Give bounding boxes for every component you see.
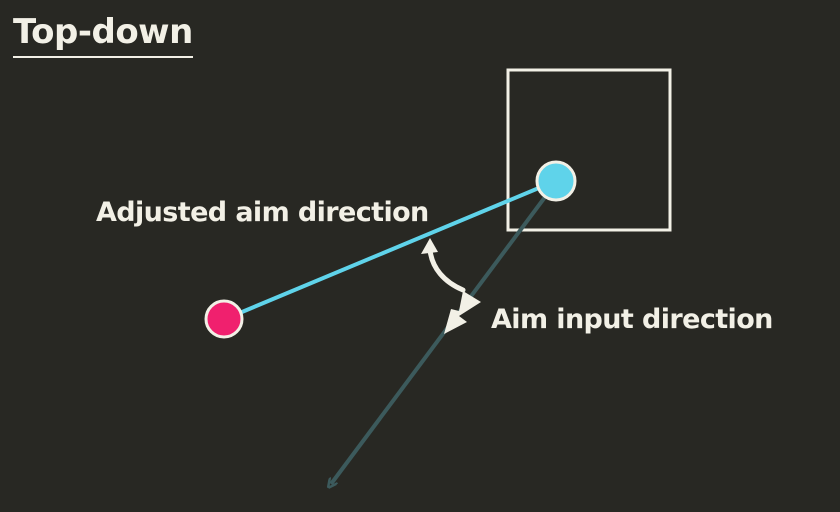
rotation-curve-arrow-icon [427,247,466,293]
aim-box [506,68,672,232]
rotation-arrow-head-icon [421,238,438,254]
adjusted-aim-line [230,183,547,317]
player-dot [535,160,577,202]
target-dot [204,299,244,339]
aim-input-arrow-icon [444,291,481,334]
aim-input-line [331,187,553,484]
page-title: Top-down [13,10,193,58]
adjusted-aim-label: Adjusted aim direction [96,197,429,228]
aim-input-label: Aim input direction [491,304,773,335]
